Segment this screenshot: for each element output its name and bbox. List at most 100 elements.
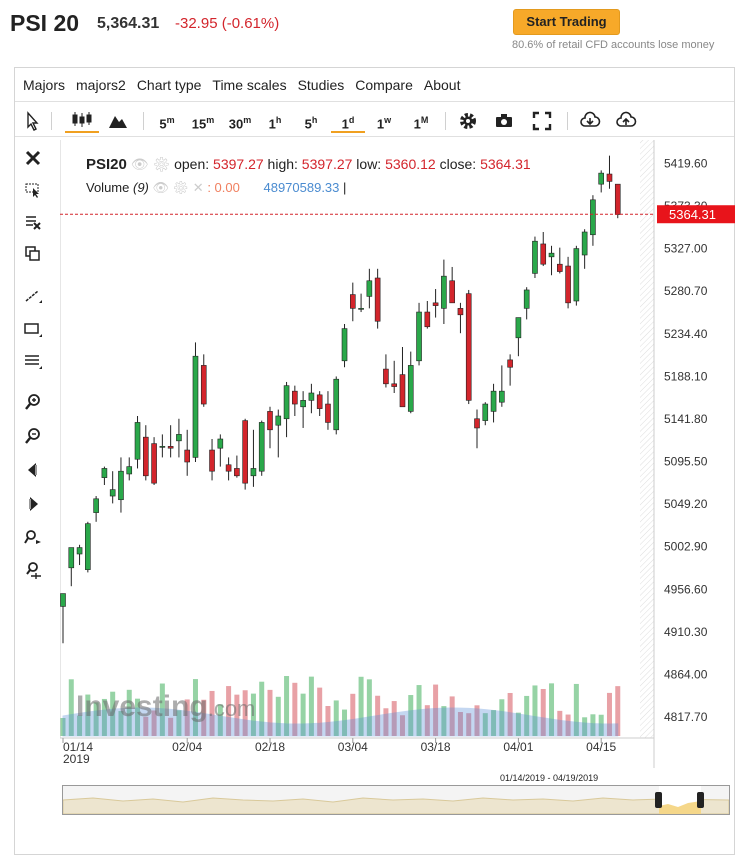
menu-about[interactable]: About [423,76,461,93]
layers-icon[interactable] [23,244,43,264]
timeframe-label: 5 [159,116,167,132]
navigator-right-handle[interactable] [697,792,704,808]
timeframe-30m[interactable]: 30m [225,109,255,133]
visibility-eye-icon[interactable]: 👁 [130,156,149,172]
volume-bar [540,688,546,736]
timeframe-1M[interactable]: 1M [409,109,433,133]
trendline-tool-icon[interactable] [23,286,43,306]
menu-time-scales[interactable]: Time scales [212,76,287,93]
magnet-cursor-icon[interactable] [23,528,43,548]
timeframe-5m[interactable]: 5m [155,109,179,133]
timeframe-unit: m [206,115,215,125]
volume-bar [582,717,588,736]
candle-body [532,240,538,274]
volume-bar [416,685,422,736]
toolbar-separator [143,112,144,130]
start-trading-button[interactable]: Start Trading [513,9,620,35]
timeframe-label: 30 [228,116,244,132]
navigator-left-handle[interactable] [655,792,662,808]
pointer-icon[interactable] [25,109,41,133]
navigator-selection-fill [659,801,701,814]
volume-bar [184,699,190,736]
price-axis: 5419.605373.305327.005280.705234.405188.… [664,156,708,724]
zoom-in-icon[interactable] [23,392,43,412]
volume-bar [491,710,497,736]
toolbar-separator [51,112,52,130]
candlestick-type-icon[interactable] [65,109,99,133]
candle-body [399,374,406,408]
volume-bar [532,685,538,736]
volume-bar [159,683,165,736]
menu-majors[interactable]: Majors [23,76,66,93]
zoom-out-icon[interactable] [23,426,43,446]
volume-bar [615,686,621,736]
settings-small-icon[interactable]: ⚙ [152,156,171,172]
timeframe-15m[interactable]: 15m [189,109,217,133]
price-chart[interactable]: 5419.605373.305327.005280.705234.405188.… [60,140,736,768]
candle-body [325,403,331,423]
menu-compare[interactable]: Compare [355,76,413,93]
toolbar-separator [445,112,446,130]
area-type-icon[interactable] [107,109,129,133]
volume-bar [573,683,579,736]
pointer-select-icon[interactable] [23,180,43,200]
x-tick-label: 04/15 [586,740,616,754]
scroll-right-icon[interactable] [23,494,43,514]
rectangle-tool-icon[interactable] [23,320,43,340]
risk-disclaimer: 80.6% of retail CFD accounts lose money [512,39,715,51]
candle-body [383,368,389,385]
y-tick-label: 4910.30 [664,625,708,639]
volume-bar [217,704,223,736]
navigator-history-area [62,797,730,815]
x-tick-label: 02/18 [255,740,285,754]
y-tick-label: 4864.00 [664,668,708,682]
time-axis: 01/14 02/04 02/18 03/04 03/18 04/01 04/15 2019 [62,738,617,766]
crosshair-delete-icon[interactable] [23,212,43,232]
timeframe-5h[interactable]: 5h [301,109,321,133]
volume-bar [474,705,480,736]
timeframe-1h[interactable]: 1h [265,109,285,133]
series-name: PSI20 [86,156,127,173]
volume-bar [433,684,439,736]
settings-small-icon[interactable]: ⚙ [172,180,190,195]
chart-widget-frame [14,67,735,855]
future-hatch-area [640,140,654,738]
candle-body [590,199,596,236]
y-tick-label: 5327.00 [664,242,708,256]
y-tick-label: 4817.70 [664,710,708,724]
candle-body [614,183,621,215]
timeframe-unit: h [311,115,318,125]
navigator-bar[interactable] [62,785,730,815]
visibility-eye-icon[interactable]: 👁 [152,180,170,195]
cloud-download-icon[interactable] [579,109,601,133]
fibonacci-tool-icon[interactable] [23,352,43,372]
scroll-left-icon[interactable] [23,460,43,480]
reset-zoom-icon[interactable] [23,560,43,580]
navigator-area [62,786,730,815]
candle-body [407,365,414,412]
menu-chart-type[interactable]: Chart type [136,76,202,93]
volume-bar [143,716,149,736]
cloud-upload-icon[interactable] [615,109,637,133]
candle-body [68,547,75,569]
remove-study-icon[interactable]: ✕ [192,180,204,195]
fullscreen-icon[interactable] [531,109,553,133]
candle-body [93,498,99,513]
navigator-range-label: 01/14/2019 - 04/19/2019 [500,773,599,783]
menu-majors2[interactable]: majors2 [76,76,126,93]
timeframe-1w[interactable]: 1w [373,109,395,133]
gear-icon[interactable] [457,109,479,133]
volume-bar [118,711,124,736]
volume-bar [259,681,265,736]
low-label: low: [356,156,382,172]
volume-value: 48970589.33 [263,180,340,195]
volume-bar [93,702,99,736]
timeframe-label: 1 [413,116,421,132]
timeframe-1d[interactable]: 1d [331,109,365,133]
volume-zero-value: : 0.00 [207,180,240,195]
menu-studies[interactable]: Studies [297,76,345,93]
volume-bar [242,690,248,736]
camera-icon[interactable] [493,109,515,133]
close-icon[interactable] [23,148,43,168]
candle-body [374,277,381,322]
